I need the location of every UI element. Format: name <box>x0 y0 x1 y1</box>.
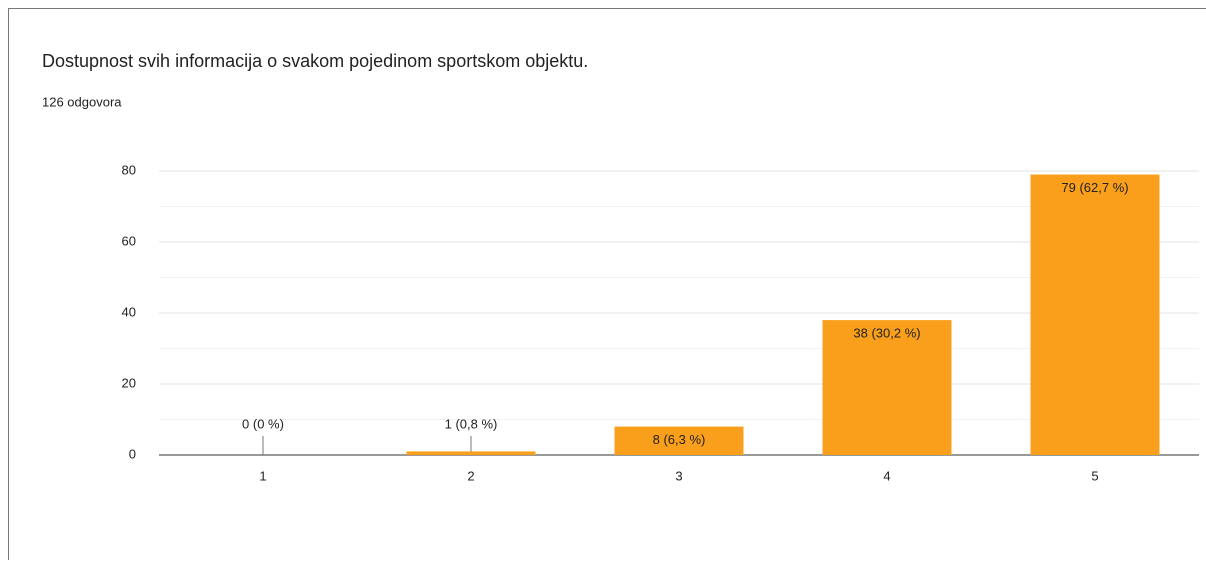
data-label: 38 (30,2 %) <box>853 326 920 341</box>
y-tick-label: 40 <box>122 304 136 319</box>
data-label: 0 (0 %) <box>242 416 284 431</box>
card <box>9 9 1206 561</box>
y-tick-label: 60 <box>122 233 136 248</box>
data-label: 1 (0,8 %) <box>445 416 498 431</box>
y-tick-label: 20 <box>122 375 136 390</box>
x-tick-label: 4 <box>883 468 890 483</box>
x-tick-label: 5 <box>1091 468 1098 483</box>
x-tick-label: 3 <box>675 468 682 483</box>
y-tick-label: 0 <box>129 446 136 461</box>
data-label: 79 (62,7 %) <box>1061 180 1128 195</box>
chart-title: Dostupnost svih informacija o svakom poj… <box>42 51 588 71</box>
x-tick-label: 1 <box>259 468 266 483</box>
x-tick-label: 2 <box>467 468 474 483</box>
y-tick-label: 80 <box>122 162 136 177</box>
bar <box>407 451 536 455</box>
data-label: 8 (6,3 %) <box>653 432 706 447</box>
chart-subtitle: 126 odgovora <box>42 94 122 109</box>
bar <box>1031 175 1160 455</box>
